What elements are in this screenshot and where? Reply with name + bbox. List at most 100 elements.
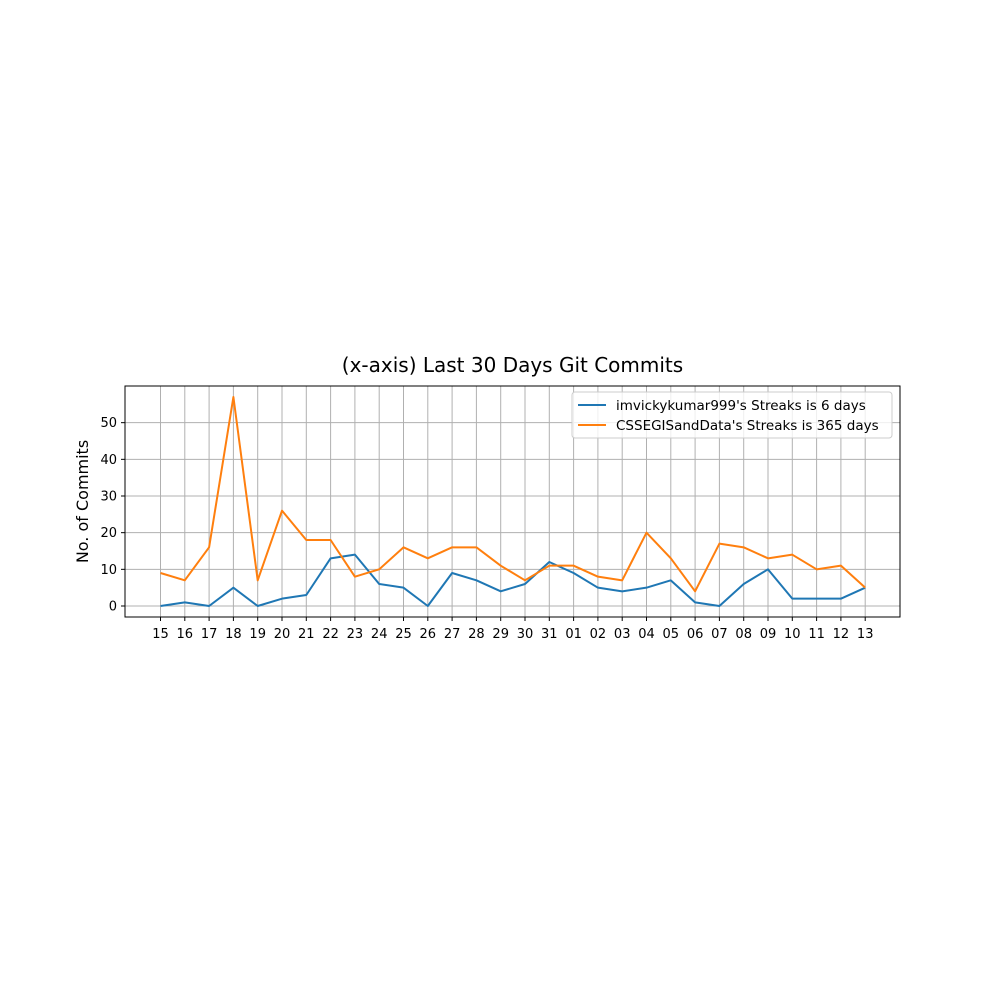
- x-tick-label-22: 22: [322, 627, 339, 642]
- series-lines: [160, 396, 866, 607]
- legend-box: [571, 391, 893, 439]
- data-point-s1-19: [257, 579, 259, 581]
- x-tick-label-24: 24: [371, 627, 388, 642]
- x-tick-label-03: 03: [614, 627, 631, 642]
- data-point-s1-13: [864, 587, 866, 589]
- x-tick-label-21: 21: [298, 627, 315, 642]
- data-point-s1-18: [232, 396, 234, 398]
- data-point-s1-07: [718, 543, 720, 545]
- x-tick-label-02: 02: [590, 627, 607, 642]
- data-point-s1-30: [524, 579, 526, 581]
- x-tick-label-20: 20: [274, 627, 291, 642]
- y-tick-label-40: 40: [100, 453, 117, 468]
- data-point-s0-25: [403, 587, 405, 589]
- data-point-s0-29: [500, 590, 502, 592]
- data-point-s1-06: [694, 590, 696, 592]
- x-tick-label-25: 25: [395, 627, 412, 642]
- data-point-s0-11: [816, 598, 818, 600]
- data-point-s0-05: [670, 579, 672, 581]
- data-point-s1-27: [451, 546, 453, 548]
- y-tick-label-30: 30: [100, 490, 117, 505]
- x-tick-label-23: 23: [347, 627, 364, 642]
- x-tick-label-15: 15: [152, 627, 169, 642]
- x-tick-label-16: 16: [177, 627, 194, 642]
- data-point-s0-26: [427, 605, 429, 607]
- x-tick-label-12: 12: [833, 627, 850, 642]
- data-point-s0-27: [451, 572, 453, 574]
- plot-frame: [124, 385, 901, 618]
- data-point-s1-15: [160, 572, 162, 574]
- data-point-s1-03: [621, 579, 623, 581]
- data-point-s1-22: [330, 539, 332, 541]
- data-point-s0-24: [378, 583, 380, 585]
- data-point-s0-17: [208, 605, 210, 607]
- data-point-s1-16: [184, 579, 186, 581]
- x-tick-label-01: 01: [565, 627, 582, 642]
- data-point-s1-11: [816, 568, 818, 570]
- data-point-s0-15: [160, 605, 162, 607]
- grid: [125, 386, 900, 617]
- data-point-s1-20: [281, 510, 283, 512]
- data-point-s0-23: [354, 554, 356, 556]
- x-tick-label-06: 06: [687, 627, 704, 642]
- x-tick-label-27: 27: [444, 627, 461, 642]
- data-point-s1-05: [670, 557, 672, 559]
- x-tick-label-19: 19: [249, 627, 266, 642]
- data-point-s0-03: [621, 590, 623, 592]
- data-point-s0-12: [840, 598, 842, 600]
- y-tick-label-50: 50: [100, 416, 117, 431]
- data-point-s0-28: [475, 579, 477, 581]
- data-point-s0-01: [573, 572, 575, 574]
- series-line-1: [160, 396, 866, 593]
- chart-title: (x-axis) Last 30 Days Git Commits: [342, 353, 683, 377]
- data-point-s1-08: [743, 546, 745, 548]
- data-point-s0-20: [281, 598, 283, 600]
- x-tick-label-11: 11: [808, 627, 825, 642]
- x-tick-label-08: 08: [735, 627, 752, 642]
- data-point-s0-19: [257, 605, 259, 607]
- data-point-s1-29: [500, 565, 502, 567]
- data-point-s0-31: [548, 561, 550, 563]
- data-point-s1-09: [767, 557, 769, 559]
- legend-label-cssegisanddata: CSSEGISandData's Streaks is 365 days: [616, 418, 879, 434]
- data-point-s0-04: [646, 587, 648, 589]
- data-point-s1-31: [548, 565, 550, 567]
- data-point-s0-07: [718, 605, 720, 607]
- data-point-s0-08: [743, 583, 745, 585]
- data-point-s0-09: [767, 568, 769, 570]
- legend-label-imvickykumar999: imvickykumar999's Streaks is 6 days: [616, 398, 866, 414]
- x-axis-ticks: 15 16 17 18 19 20 21 22 23 24 25 26 27 28 29 30 31 01 02 03…: [152, 617, 873, 642]
- data-point-s1-17: [208, 546, 210, 548]
- data-point-s0-16: [184, 601, 186, 603]
- x-tick-label-18: 18: [225, 627, 242, 642]
- x-tick-label-09: 09: [760, 627, 777, 642]
- x-tick-label-31: 31: [541, 627, 558, 642]
- data-point-s1-28: [475, 546, 477, 548]
- y-axis-label: No. of Commits: [73, 440, 92, 563]
- data-point-s1-24: [378, 568, 380, 570]
- x-tick-label-30: 30: [517, 627, 534, 642]
- data-point-s1-21: [305, 539, 307, 541]
- data-point-s1-02: [597, 576, 599, 578]
- x-tick-label-17: 17: [201, 627, 218, 642]
- data-point-s1-10: [791, 554, 793, 556]
- data-point-s0-02: [597, 587, 599, 589]
- x-tick-label-07: 07: [711, 627, 728, 642]
- legend: imvickykumar999's Streaks is 6 days CSSE…: [571, 391, 893, 439]
- data-point-s1-12: [840, 565, 842, 567]
- x-tick-label-26: 26: [420, 627, 437, 642]
- y-tick-label-0: 0: [109, 600, 117, 615]
- data-point-s1-04: [646, 532, 648, 534]
- series-line-0: [160, 553, 866, 607]
- data-point-s1-26: [427, 557, 429, 559]
- x-tick-label-10: 10: [784, 627, 801, 642]
- x-tick-label-13: 13: [857, 627, 874, 642]
- x-tick-label-29: 29: [492, 627, 509, 642]
- data-point-s0-21: [305, 594, 307, 596]
- data-point-s0-18: [232, 587, 234, 589]
- y-tick-label-10: 10: [100, 563, 117, 578]
- x-tick-label-28: 28: [468, 627, 485, 642]
- data-point-s1-23: [354, 576, 356, 578]
- data-point-s0-06: [694, 601, 696, 603]
